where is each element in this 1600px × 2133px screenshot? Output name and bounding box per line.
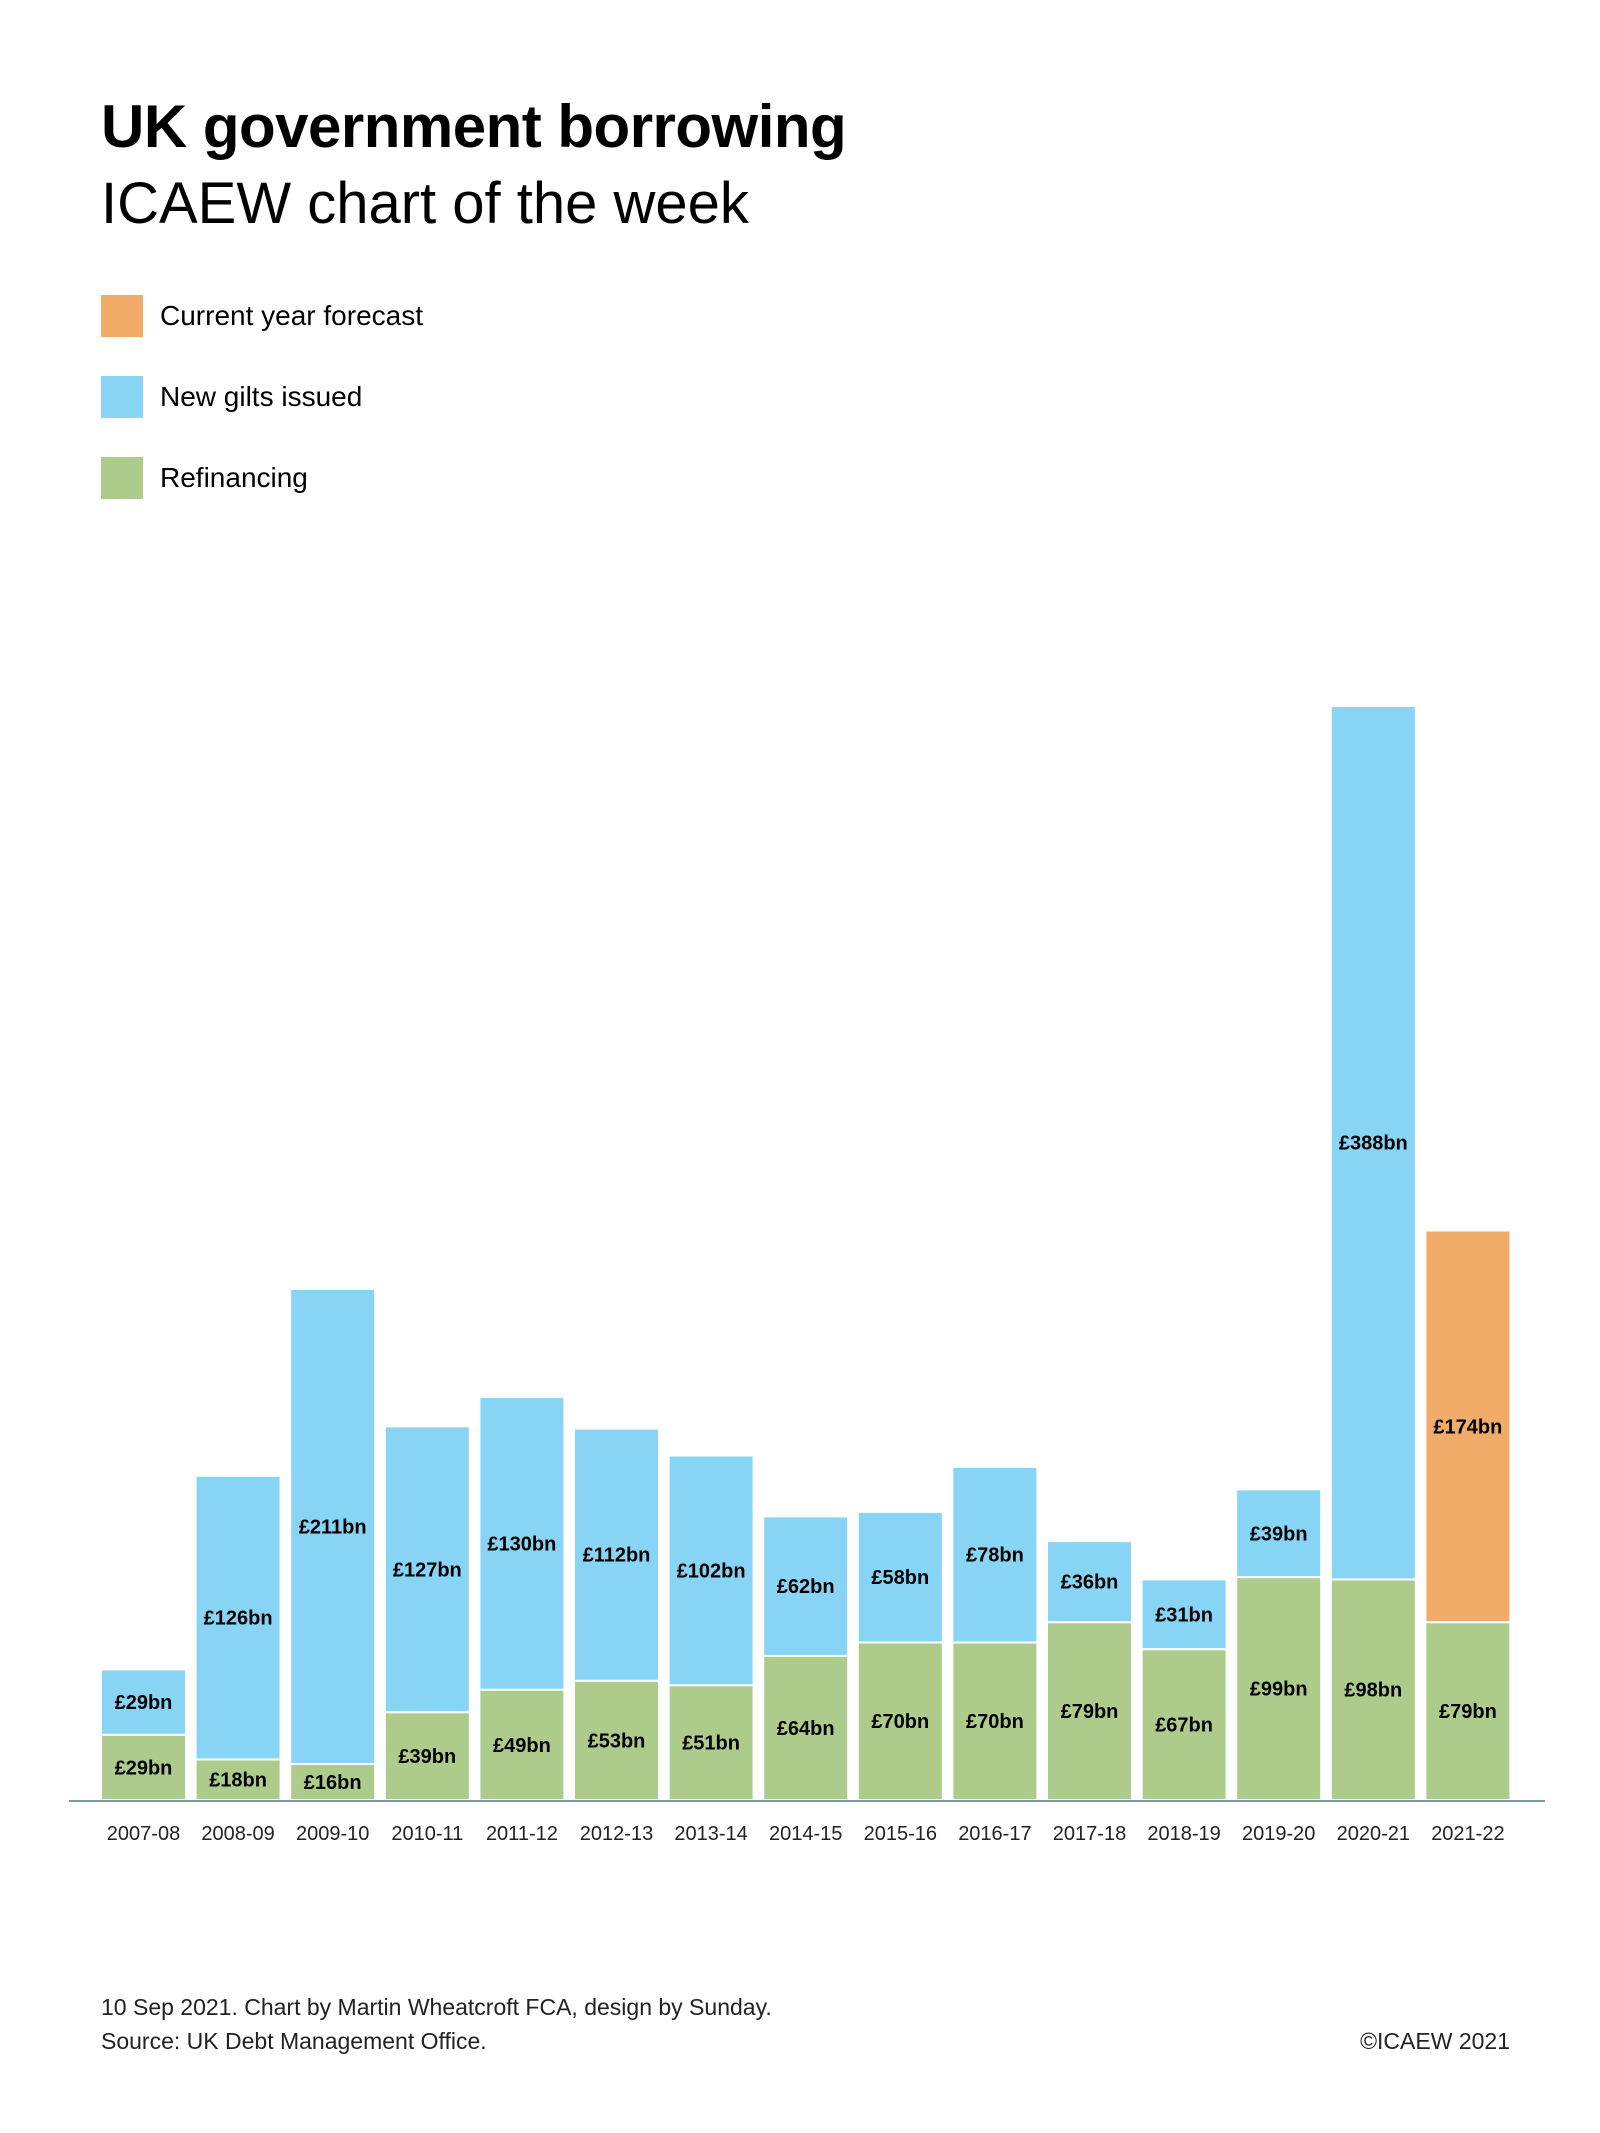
data-label: £78bn [966, 1545, 1024, 1567]
data-label: £53bn [588, 1730, 646, 1752]
data-label: £130bn [487, 1533, 556, 1555]
footer-credit: 10 Sep 2021. Chart by Martin Wheatcroft … [101, 1994, 772, 2020]
x-tick-label: 2010-11 [391, 1823, 463, 1845]
data-label: £67bn [1155, 1715, 1213, 1737]
bar-new-gilts-issued [1140, 1578, 1228, 1651]
data-label: £49bn [493, 1735, 551, 1757]
bar-refinancing [1046, 1621, 1133, 1801]
x-tick-label: 2009-10 [296, 1823, 369, 1845]
bar-new-gilts-issued [1235, 1488, 1323, 1579]
bar-refinancing [100, 1733, 187, 1802]
bar-refinancing [1424, 1621, 1512, 1801]
data-label: £64bn [777, 1718, 835, 1740]
bar-refinancing [1235, 1576, 1323, 1802]
legend-swatch-new-gilts [101, 376, 143, 418]
bar-new-gilts-issued [856, 1510, 944, 1644]
bar-new-gilts-issued [667, 1454, 755, 1687]
bar-refinancing [856, 1641, 944, 1801]
data-label: £29bn [115, 1692, 173, 1714]
data-label: £29bn [115, 1757, 173, 1779]
bar-refinancing [383, 1711, 471, 1801]
x-tick-label: 2019-20 [1242, 1823, 1315, 1845]
x-tick-label: 2007-08 [107, 1823, 180, 1845]
chart-title: UK government borrowing [101, 93, 847, 160]
data-label: £388bn [1339, 1133, 1408, 1155]
x-tick-label: 2014-15 [769, 1823, 842, 1845]
data-label: £127bn [393, 1559, 462, 1581]
legend-label: Refinancing [160, 462, 308, 493]
x-tick-label: 2021-22 [1431, 1823, 1504, 1845]
data-label: £39bn [1250, 1523, 1308, 1545]
bar-new-gilts-issued [951, 1465, 1039, 1644]
legend-swatch-refinancing [101, 457, 143, 499]
data-label: £79bn [1439, 1701, 1497, 1723]
data-label: £79bn [1061, 1701, 1119, 1723]
x-tick-label: 2016-17 [958, 1823, 1031, 1845]
data-label: £51bn [682, 1733, 740, 1755]
legend-item-new-gilts: New gilts issued [101, 376, 362, 418]
legend-label: New gilts issued [160, 381, 363, 412]
x-tick-label: 2011-12 [486, 1823, 558, 1845]
bar-new-gilts-issued [478, 1396, 566, 1691]
data-label: £16bn [304, 1772, 362, 1794]
legend-swatch-forecast [101, 295, 143, 337]
data-label: £18bn [209, 1770, 267, 1792]
x-tick-label: 2015-16 [864, 1823, 937, 1845]
data-label: £174bn [1433, 1416, 1502, 1438]
footer-source: Source: UK Debt Management Office. [101, 2028, 487, 2054]
bar-refinancing [762, 1654, 850, 1802]
legend-item-forecast: Current year forecast [101, 295, 423, 337]
bar-refinancing [667, 1684, 755, 1801]
data-label: £102bn [677, 1560, 746, 1582]
data-label: £112bn [583, 1545, 651, 1567]
chart-subtitle: ICAEW chart of the week [101, 171, 749, 236]
x-tick-label: 2017-18 [1053, 1823, 1126, 1845]
x-tick-label: 2013-14 [674, 1823, 747, 1845]
bar-refinancing [478, 1688, 566, 1801]
legend-item-refinancing: Refinancing [101, 457, 308, 499]
bar-new-gilts-issued [573, 1427, 660, 1682]
data-label: £62bn [777, 1576, 835, 1598]
x-tick-label: 2018-19 [1147, 1823, 1220, 1845]
bar-current-year-forecast [1424, 1229, 1512, 1624]
data-label: £70bn [871, 1711, 929, 1733]
data-label: £58bn [871, 1567, 929, 1589]
data-label: £36bn [1061, 1572, 1119, 1594]
bar-new-gilts-issued [289, 1288, 377, 1765]
data-label: £31bn [1155, 1604, 1213, 1626]
x-tick-label: 2008-09 [201, 1823, 274, 1845]
data-label: £99bn [1250, 1679, 1308, 1701]
bar-new-gilts-issued [762, 1515, 850, 1657]
x-tick-label: 2012-13 [580, 1823, 653, 1845]
bar-new-gilts-issued [194, 1474, 282, 1761]
bar-new-gilts-issued [1329, 705, 1417, 1581]
bar-new-gilts-issued [383, 1425, 471, 1714]
bar-new-gilts-issued [1046, 1540, 1133, 1624]
legend-label: Current year forecast [160, 300, 423, 331]
data-label: £98bn [1344, 1680, 1402, 1702]
data-label: £211bn [299, 1517, 367, 1539]
x-tick-label: 2020-21 [1337, 1823, 1410, 1845]
footer-copyright: ©ICAEW 2021 [1360, 2028, 1510, 2054]
data-label: £39bn [398, 1746, 456, 1768]
bar-refinancing [951, 1641, 1039, 1801]
data-label: £126bn [204, 1608, 273, 1630]
data-label: £70bn [966, 1711, 1024, 1733]
bar-new-gilts-issued [100, 1668, 187, 1736]
